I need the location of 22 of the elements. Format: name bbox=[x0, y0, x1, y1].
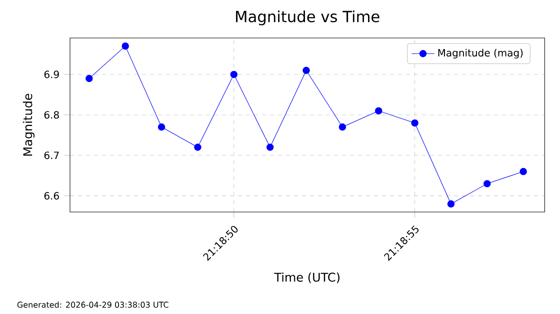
point bbox=[375, 107, 382, 114]
x-axis-title: Time (UTC) bbox=[274, 272, 340, 284]
point bbox=[411, 119, 418, 127]
point bbox=[122, 42, 129, 50]
point bbox=[266, 144, 274, 151]
legend-label: Magnitude (mag) bbox=[438, 48, 523, 58]
y-tick-label: 6.9 bbox=[44, 70, 59, 78]
point bbox=[520, 168, 527, 176]
point bbox=[484, 180, 491, 188]
point bbox=[158, 123, 166, 131]
point bbox=[86, 74, 93, 82]
y-tick-label: 6.7 bbox=[44, 152, 59, 160]
point bbox=[302, 66, 310, 74]
point bbox=[194, 144, 202, 151]
point bbox=[338, 123, 346, 131]
y-tick-label: 6.8 bbox=[44, 111, 59, 119]
point bbox=[447, 200, 455, 208]
y-tick-label: 6.6 bbox=[44, 192, 59, 200]
y-axis-title: Magnitude bbox=[22, 94, 35, 156]
point bbox=[230, 70, 238, 78]
chart-title: Magnitude vs Time bbox=[236, 10, 380, 26]
text: Generated: 2026-04-29 03:38:03 UTC bbox=[17, 302, 168, 308]
